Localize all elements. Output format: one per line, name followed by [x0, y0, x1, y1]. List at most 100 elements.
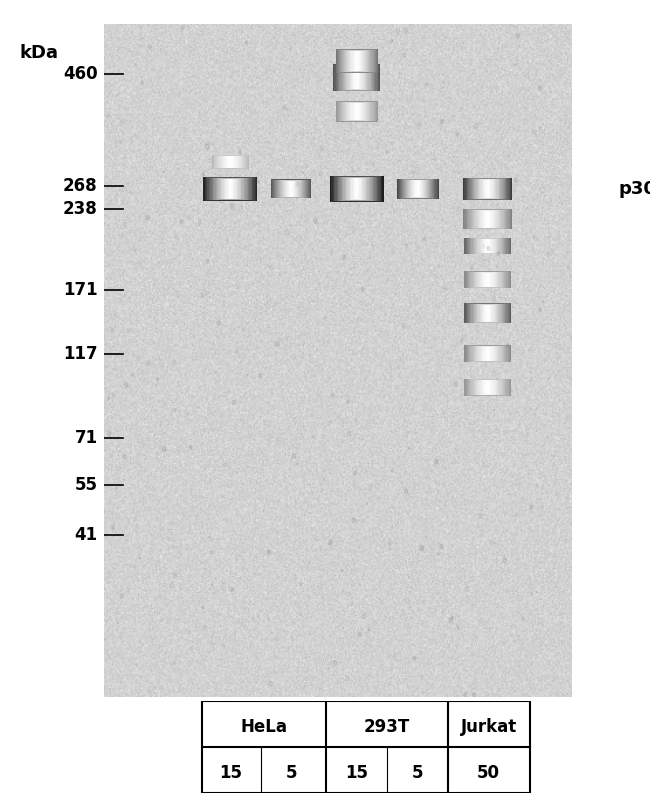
Circle shape: [223, 463, 226, 467]
Circle shape: [534, 235, 535, 238]
Circle shape: [180, 219, 183, 223]
Circle shape: [140, 81, 143, 85]
Circle shape: [146, 360, 150, 365]
Bar: [467, 238, 509, 254]
Circle shape: [124, 382, 128, 388]
Circle shape: [425, 536, 428, 539]
Circle shape: [206, 290, 209, 295]
Circle shape: [423, 237, 426, 240]
Bar: [473, 179, 502, 199]
Bar: [486, 211, 490, 227]
Bar: [287, 181, 295, 197]
Bar: [398, 179, 437, 199]
Bar: [474, 304, 502, 323]
Bar: [480, 239, 496, 253]
Bar: [271, 179, 311, 199]
Bar: [468, 345, 508, 362]
Circle shape: [208, 158, 211, 163]
Circle shape: [333, 661, 337, 666]
Bar: [413, 180, 422, 197]
Bar: [354, 179, 359, 199]
Bar: [206, 177, 255, 200]
Bar: [213, 155, 247, 168]
Bar: [353, 179, 361, 199]
Circle shape: [343, 255, 346, 260]
Circle shape: [120, 119, 124, 124]
Circle shape: [149, 45, 151, 48]
Bar: [482, 179, 494, 199]
Bar: [217, 179, 244, 199]
Circle shape: [239, 234, 240, 236]
Bar: [478, 211, 498, 228]
Circle shape: [320, 548, 322, 551]
Circle shape: [172, 158, 174, 159]
Bar: [471, 346, 504, 361]
Circle shape: [245, 41, 248, 44]
Bar: [480, 179, 495, 199]
Bar: [486, 305, 490, 322]
Bar: [219, 155, 242, 168]
Bar: [342, 50, 371, 72]
Bar: [468, 210, 508, 229]
Circle shape: [358, 633, 361, 637]
Bar: [477, 380, 499, 395]
Bar: [348, 66, 365, 90]
Circle shape: [320, 146, 323, 151]
Bar: [214, 178, 246, 199]
Circle shape: [534, 414, 535, 416]
Bar: [469, 380, 506, 396]
Bar: [338, 102, 376, 122]
Circle shape: [353, 483, 356, 487]
Circle shape: [211, 551, 213, 554]
Bar: [484, 305, 491, 322]
Circle shape: [413, 656, 416, 660]
Bar: [218, 179, 242, 199]
Circle shape: [330, 248, 333, 253]
Bar: [474, 239, 502, 254]
Bar: [283, 180, 299, 197]
Bar: [404, 179, 431, 199]
Circle shape: [276, 341, 279, 347]
Circle shape: [352, 602, 354, 606]
Circle shape: [403, 53, 406, 57]
Circle shape: [487, 246, 490, 251]
Bar: [346, 50, 367, 71]
Circle shape: [420, 545, 424, 550]
Circle shape: [203, 625, 206, 630]
Circle shape: [276, 459, 277, 461]
Bar: [484, 211, 491, 227]
Bar: [356, 179, 358, 199]
Bar: [355, 51, 359, 70]
Circle shape: [435, 459, 438, 464]
Bar: [290, 181, 292, 196]
Circle shape: [135, 134, 136, 136]
Bar: [468, 178, 508, 199]
Bar: [225, 156, 236, 167]
Circle shape: [174, 409, 176, 412]
Bar: [465, 209, 510, 229]
Bar: [337, 65, 376, 91]
Circle shape: [547, 253, 549, 256]
Circle shape: [386, 151, 388, 153]
Bar: [481, 239, 495, 253]
Circle shape: [366, 502, 367, 505]
Bar: [412, 180, 423, 198]
Bar: [218, 155, 242, 168]
Text: Jurkat: Jurkat: [461, 718, 517, 735]
Bar: [480, 272, 496, 287]
Circle shape: [389, 364, 390, 365]
Circle shape: [267, 549, 270, 554]
Bar: [334, 176, 380, 201]
Bar: [476, 210, 499, 228]
Bar: [226, 156, 235, 167]
Bar: [406, 179, 429, 198]
Bar: [214, 155, 246, 168]
Bar: [473, 380, 503, 395]
Bar: [487, 347, 489, 360]
Bar: [487, 180, 489, 198]
Text: HeLa: HeLa: [240, 718, 288, 735]
Bar: [350, 51, 363, 71]
Circle shape: [162, 446, 166, 451]
Bar: [224, 156, 237, 168]
Bar: [344, 103, 369, 121]
